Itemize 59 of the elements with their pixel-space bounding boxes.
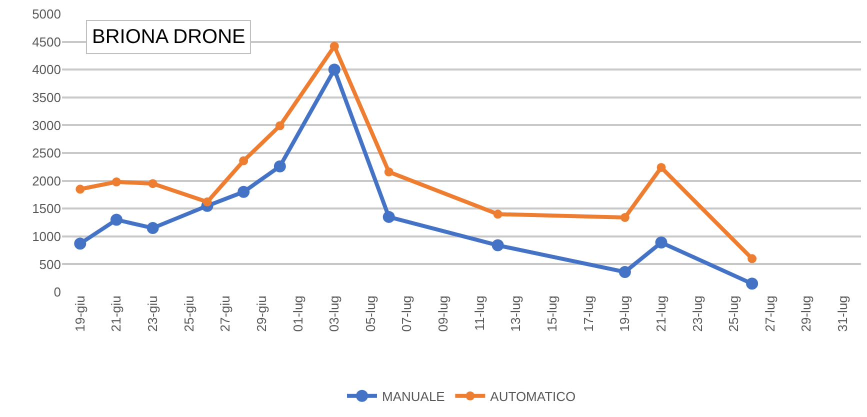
point [202,197,212,206]
point [112,177,121,186]
y-tick-label: 3500 [32,90,61,105]
x-tick-label: 15-lug [544,296,560,332]
y-tick-label: 5000 [32,6,61,22]
point [493,210,502,219]
x-tick-label: 23-giu [145,296,160,332]
y-tick-label: 4500 [32,34,61,50]
x-tick-label: 23-lug [690,296,705,332]
x-tick-label: 25-giu [181,296,196,332]
y-tick-label: 2000 [32,173,61,188]
x-tick-label: 11-lug [472,296,487,331]
point [746,278,758,290]
point [274,160,286,172]
x-tick-label: 07-lug [399,296,414,332]
y-tick-label: 1500 [32,201,61,216]
point [74,238,86,250]
x-tick-label: 31-lug [835,296,850,332]
y-tick-label: 500 [39,256,61,272]
point [110,214,122,226]
y-tick-label: 1000 [32,228,61,244]
x-tick-label: 05-lug [362,296,378,332]
x-tick-label: 09-lug [436,296,451,332]
y-tick-label: 2500 [32,146,61,161]
x-tick-label: 21-lug [653,296,668,332]
x-tick-label: 19-lug [617,296,632,332]
y-tick-label: 3000 [32,118,61,133]
point [656,162,666,172]
point [620,213,630,222]
point [238,186,250,198]
x-tick-label: 27-giu [218,296,233,332]
point [148,179,158,188]
point [239,156,248,166]
x-tick-label: 21-giu [108,296,124,332]
x-tick-label: 27-lug [762,296,778,332]
y-tick-label: 0 [54,284,61,300]
x-tick-label: 25-lug [726,296,742,332]
point [76,184,85,194]
y-tick-label: 4000 [32,62,61,78]
x-tick-label: 29-giu [254,296,269,332]
point [748,254,757,264]
point [330,42,339,51]
point [275,121,284,130]
point [146,222,159,234]
x-tick-label: 17-lug [580,296,596,332]
text: BRIONA DRONE [92,26,246,48]
point [382,210,395,223]
point [655,236,668,249]
legend-label: MANUALE [382,388,446,404]
x-tick-label: 29-lug [798,296,814,332]
point [384,167,394,176]
x-tick-label: 03-lug [326,296,342,332]
point [618,266,631,278]
point [492,239,504,252]
x-tick-label: 01-lug [290,296,306,332]
point [328,64,340,76]
legend-label: AUTOMATICO [490,388,576,404]
x-tick-label: 19-giu [72,296,88,332]
x-tick-label: 13-lug [508,296,524,332]
